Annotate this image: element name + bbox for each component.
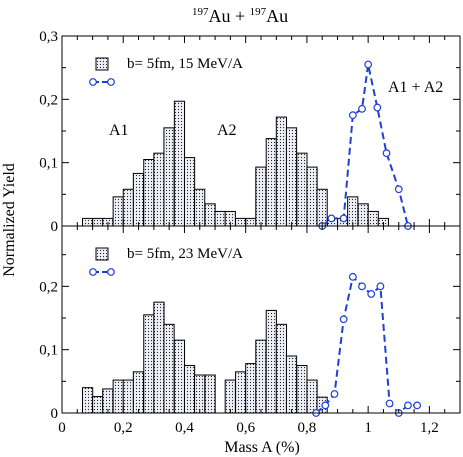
histogram-bar [132, 371, 145, 414]
series-point [385, 399, 394, 408]
histogram-bar [173, 100, 186, 227]
histogram-bar [306, 166, 318, 227]
label-a1-a2: A1 + A2 [388, 79, 443, 96]
histogram-bar [92, 217, 104, 227]
histogram-bar [235, 217, 247, 227]
histogram-bar [194, 188, 206, 227]
histogram-bar [245, 217, 257, 227]
histogram-bar [306, 379, 318, 414]
legend-marker [107, 78, 115, 86]
histogram-bar [183, 365, 196, 414]
top-panel: 0 0,1 0,2 0,3 b= 5fm, 15 MeV/A A1 A2 A1 + A2 [39, 29, 461, 235]
y-tick-label: 0,2 [39, 279, 58, 295]
histogram-bar [92, 396, 104, 414]
series-point [330, 390, 339, 398]
title-superscript-1: 197 [192, 6, 209, 18]
series-point [339, 214, 348, 223]
histogram-bar [122, 379, 134, 414]
y-tick-label: 0,1 [39, 156, 58, 172]
histogram-bar [347, 196, 359, 227]
histogram-bar [367, 210, 379, 227]
histogram-bar [194, 374, 206, 414]
legend-marker [89, 78, 97, 86]
histogram-bar [214, 210, 226, 227]
label-a2: A2 [217, 122, 237, 139]
series-point [382, 149, 391, 158]
histogram-bar [265, 309, 277, 414]
series-point [394, 185, 403, 194]
series-point [321, 401, 330, 410]
histogram-bar [285, 127, 298, 227]
series-point [358, 282, 366, 291]
legend-marker [107, 268, 115, 276]
chart-title: 197Au + 197Au [192, 6, 288, 26]
histogram-bar [163, 127, 175, 227]
title-element-1: Au + [209, 6, 250, 26]
histogram-bar [143, 314, 155, 414]
x-axis-label: Mass A (%) [224, 439, 300, 456]
histogram-bar [224, 379, 236, 414]
histogram-bar [235, 371, 247, 414]
histogram-bar [112, 196, 124, 227]
x-tick-label: 0,4 [175, 420, 194, 436]
histogram-bar [183, 157, 196, 227]
histogram-bar [245, 363, 257, 414]
series-point [327, 214, 336, 223]
histogram-bar [153, 152, 165, 227]
series-point [339, 315, 348, 324]
histogram-bar [275, 116, 288, 227]
legend-hist-label: b= 5fm, 23 MeV/A [127, 246, 243, 262]
y-tick-label: 0,2 [39, 92, 58, 108]
series-point [404, 401, 412, 410]
histogram-bar [204, 374, 216, 414]
series-point [367, 290, 376, 298]
histogram-bar [143, 159, 155, 227]
histogram-bar [255, 166, 267, 227]
histogram-bar [296, 365, 308, 414]
histogram-bar [255, 339, 267, 414]
histogram-bar [296, 152, 308, 227]
x-tick-label: 0,6 [236, 420, 255, 436]
x-tick-label: 1,2 [420, 420, 439, 436]
series-point [413, 401, 422, 410]
label-a1: A1 [109, 122, 129, 139]
series-point [376, 282, 385, 291]
y-tick-label: 0 [51, 219, 59, 235]
histogram-bar [285, 355, 298, 414]
series-point [348, 272, 357, 281]
series-point [364, 60, 373, 69]
x-tick-label: 1 [364, 420, 372, 436]
histogram-bar [275, 323, 288, 414]
bottom-panel: 0 0,1 0,2 0 0,2 0,4 0,6 0,8 1 1,2 b= 5fm, 23 MeV/A [39, 225, 461, 436]
histogram-bar [82, 217, 94, 227]
y-tick-label: 0,3 [39, 29, 58, 45]
legend-hist-swatch [95, 247, 109, 261]
x-tick-label: 0,2 [114, 420, 133, 436]
series-point [373, 103, 382, 112]
histogram-bar [316, 188, 328, 227]
y-axis-label: Normalized Yield [1, 163, 18, 277]
histogram-bar [132, 172, 145, 227]
histogram-bar [173, 339, 186, 414]
legend-marker [89, 268, 97, 276]
histogram-bar [82, 387, 94, 414]
series-point [348, 111, 357, 120]
title-superscript-2: 197 [250, 6, 267, 18]
y-tick-label: 0 [51, 406, 59, 422]
histogram-bar [204, 203, 216, 227]
y-tick-label: 0,1 [39, 343, 58, 359]
histogram-bar [122, 188, 134, 227]
histogram-bar [357, 203, 369, 227]
legend-hist-label: b= 5fm, 15 MeV/A [127, 56, 243, 72]
x-tick-label: 0 [58, 420, 66, 436]
histogram-bar [163, 323, 175, 414]
histogram-bar [265, 138, 277, 227]
histogram-bar [112, 379, 124, 414]
histogram-bar [153, 301, 165, 414]
title-element-2: Au [266, 6, 288, 26]
x-tick-label: 0,8 [298, 420, 317, 436]
series-point [358, 104, 366, 113]
legend-hist-swatch [95, 57, 109, 71]
